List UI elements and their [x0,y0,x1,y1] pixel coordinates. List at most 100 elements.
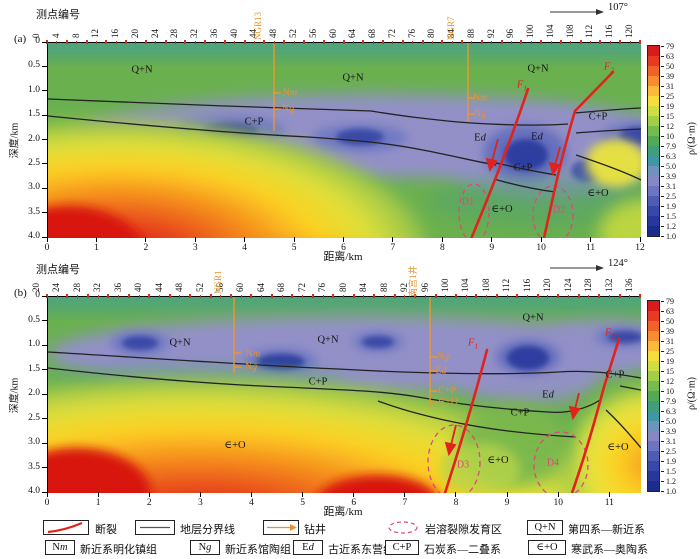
panel_a-station-label: 120 [624,24,634,39]
panel_a-station-minor-tick [273,41,275,44]
panel_a-station-minor-tick [214,41,216,44]
panel_a-station-minor-tick [550,41,552,44]
panel_b-depth-tick [42,295,47,297]
panel_a-station-minor-tick [530,41,532,44]
panel_b-station-tick [332,294,335,298]
panel_b-station-tick [393,294,396,298]
cbar-a-tick-label: 25 [666,91,674,101]
panel_a-station-label: 32 [189,29,200,38]
panel_a-station-minor-tick [471,41,473,44]
panel-b-karst-ellipses [427,424,589,493]
legend-well-symbol [263,520,299,535]
panel_a-formation-label: Ng [281,103,295,115]
panel_b-station-minor-tick [138,295,140,298]
panel_a-station-tick [263,40,266,44]
cbar-a-tick-label: 1.5 [666,211,676,221]
panel-a-contour-field [48,43,641,238]
cbar-a-band [648,106,659,116]
cbar-a-band [648,46,659,56]
cbar-b-tick-label: 15 [666,366,674,376]
colorbar-a-unit-label: ρ/(Ω·m) [686,122,698,155]
panel_b-station-tick [373,294,376,298]
panel_b-formation-label: Ng [244,361,258,373]
panel_b-well-name: 南宫1井 [407,265,418,297]
panel_b-station-minor-tick [179,295,181,298]
panel_a-depth-tick [42,187,47,189]
cbar-a-tick [661,155,664,157]
panel_b-distance-tick [302,492,304,497]
panel_b-station-minor-tick [240,295,242,298]
panel_a-formation-label: Ed [531,131,543,143]
cbar-a-tick [661,105,664,107]
panel_b-karst-label: D4 [546,457,560,469]
panel_b-distance-tick-label: 7 [402,498,408,508]
panel_a-station-label: 96 [505,29,516,38]
panel_a-station-minor-tick [352,41,354,44]
panel_a-distance-tick [491,237,493,242]
panel_b-depth-tick [42,393,47,395]
cbar-a-tick [661,215,664,217]
cbar-b-tick [661,450,664,452]
cbar-a-tick [661,85,664,87]
panel_a-distance-tick [95,237,97,242]
cbar-b-tick [661,320,664,322]
cbar-b-tick-label: 10 [666,386,674,396]
panel_b-formation-label: C+P [510,407,530,419]
panel_b-station-tick [311,294,314,298]
panel_b-station-tick [352,294,355,298]
panel_b-distance-tick-label: 0 [44,498,50,508]
panel_b-station-tick [230,294,233,298]
panel_a-distance-tick [392,237,394,242]
panel_a-depth-tick [42,236,47,238]
panel-a-fault-slip-arrows [485,138,561,177]
panel_a-station-tick [302,40,305,44]
panel-b-wells [233,297,437,407]
panel_b-station-minor-tick [322,295,324,298]
panel_a-station-tick [322,40,325,44]
panel_a-station-label: 116 [604,24,615,38]
panel_a-station-minor-tick [590,41,592,44]
panel_b-station-tick [577,294,580,298]
panel_b-station-label: 104 [460,278,471,293]
legend-line-symbol [135,520,175,535]
panel_a-distance-tick-label: 0 [44,243,50,253]
panel_a-station-minor-tick [56,41,58,44]
panel-b-fault-slip-arrows [444,392,581,457]
cbar-b-tick [661,300,664,302]
cbar-b-tick [661,370,664,372]
panel_a-station-label: 88 [465,29,476,38]
panel_b-station-label: 40 [133,283,144,292]
cbar-a-band [648,226,659,236]
panel_a-depth-tick [42,41,47,43]
panel_a-station-label: 4 [50,33,61,39]
panel_a-station-tick [461,40,464,44]
legend-code: Q+N [534,522,556,533]
panel_b-station-minor-tick [77,295,79,298]
legend-item-label: 断裂 [95,524,117,536]
panel_b-station-label: 96 [419,283,430,292]
panel_a-station-tick [184,40,187,44]
panel_a-depth-tick-label: 2.0 [28,133,40,144]
panel_a-distance-tick-label: 12 [635,243,645,253]
panel-a-tag: (a) [14,33,27,45]
panel_a-station-minor-tick [254,41,256,44]
panel_a-fault-label: F2 [603,61,615,75]
legend-code-box: ∈+O [528,540,566,555]
panel_a-formation-label: Nm [282,87,298,99]
cbar-b-tick-label: 63 [666,306,674,316]
panel_b-station-minor-tick [465,295,467,298]
legend-code: Nm [52,542,68,553]
legend-code-box: Q+N [527,520,563,535]
panel_b-station-label: 132 [603,278,614,293]
panel_b-station-label: 44 [153,283,164,292]
cbar-a-tick-label: 1.0 [666,231,676,241]
panel_a-formation-label: ∈+O [491,204,513,215]
cbar-b-tick-label: 1.2 [666,476,676,486]
panel-a-distance-axis-title: 距离/km [323,251,363,263]
panel_b-station-label: 108 [480,278,491,293]
cbar-a-tick [661,165,664,167]
panel_b-depth-tick [42,467,47,468]
panel_b-depth-tick [42,491,47,493]
cbar-a-band [648,76,659,86]
panel_b-station-minor-tick [547,295,549,298]
